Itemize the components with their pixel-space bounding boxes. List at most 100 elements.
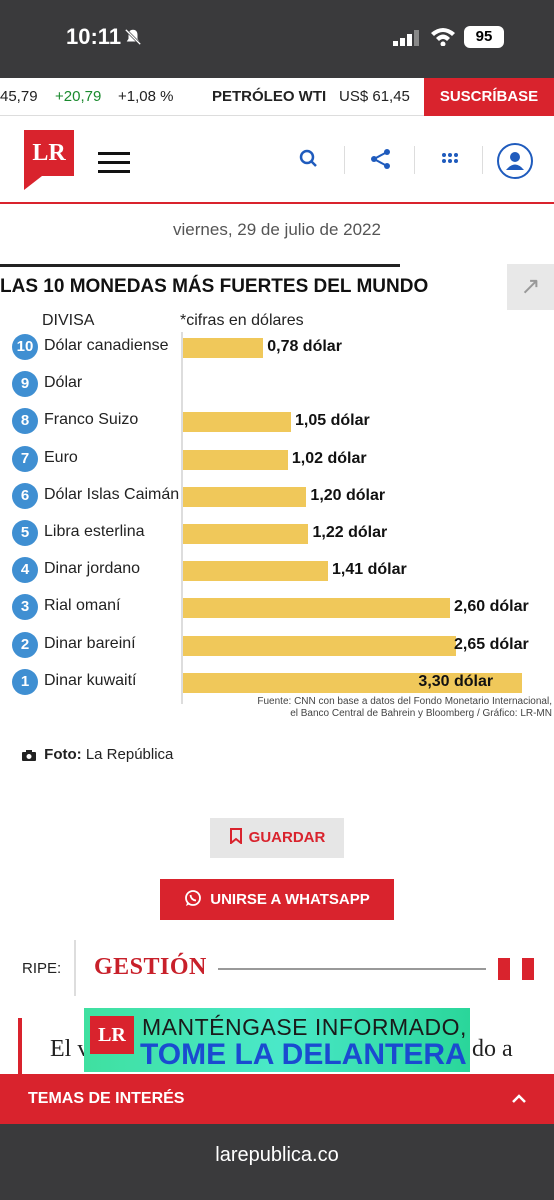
currency-name: Dinar kuwaití	[44, 671, 137, 689]
chart-bar	[183, 486, 307, 507]
rank-badge: 3	[12, 594, 38, 621]
status-time: 10:11	[66, 24, 122, 49]
user-account-icon[interactable]	[497, 143, 533, 179]
chart-source: Fuente: CNN con base a datos del Fondo M…	[257, 696, 552, 720]
site-header: LR	[0, 116, 554, 204]
currency-name: Rial omaní	[44, 597, 121, 615]
chevron-up-icon[interactable]	[510, 1090, 528, 1108]
bar-data-label: 1,41 dólar	[332, 561, 407, 579]
site-logo[interactable]: LR	[24, 130, 74, 176]
chart-bar	[183, 561, 329, 582]
chart-top-rule	[0, 264, 400, 267]
bar-data-label: 2,60 dólar	[454, 598, 529, 616]
header-divider	[482, 146, 483, 174]
whatsapp-join-button[interactable]: UNIRSE A WHATSAPP	[160, 879, 394, 920]
ticker-percent: +1,08 %	[118, 88, 174, 105]
signal-icon	[393, 30, 419, 46]
photo-credit-name: La República	[85, 746, 174, 763]
save-label: GUARDAR	[248, 829, 326, 846]
search-icon[interactable]	[296, 146, 322, 172]
article-date: viernes, 29 de julio de 2022	[173, 220, 381, 239]
article-text-end: do a	[472, 1036, 513, 1062]
chart-title: LAS 10 MONEDAS MÁS FUERTES DEL MUNDO	[0, 276, 429, 297]
battery-indicator: 95	[464, 26, 504, 48]
currency-name: Dólar	[44, 374, 83, 392]
column-header-divisa: DIVISA	[42, 312, 95, 329]
chart-source-line: el Banco Central de Bahrein y Bloomberg …	[290, 708, 552, 719]
whatsapp-icon	[185, 890, 202, 906]
promo-subheadline: TOME LA DELANTERA	[140, 1038, 467, 1071]
bar-data-label: 0,78 dólar	[267, 338, 342, 355]
whatsapp-label: UNIRSE A WHATSAPP	[210, 891, 370, 908]
bell-muted-icon	[124, 28, 142, 46]
ripe-label: RIPE:	[22, 960, 62, 977]
bar-data-label: 1,20 dólar	[310, 486, 386, 504]
gestion-logo[interactable]: GESTIÓN	[94, 954, 207, 980]
share-icon[interactable]	[368, 146, 394, 172]
currency-name: Libra esterlina	[44, 523, 145, 540]
chart-bar	[183, 635, 456, 656]
bar-data-label: 2,65 dólar	[454, 635, 529, 653]
currency-name: Dinar bareiní	[44, 634, 136, 652]
currency-name: Euro	[44, 448, 78, 466]
article-text-start: El v	[50, 1036, 90, 1062]
column-header-unit: *cifras en dólares	[180, 312, 304, 329]
topics-label: TEMAS DE INTERÉS	[28, 1090, 185, 1107]
url-field[interactable]: larepublica.co	[215, 1144, 339, 1166]
rank-badge: 8	[12, 408, 38, 435]
quote-bar	[18, 1018, 22, 1078]
peru-flag-icon	[498, 958, 534, 980]
rank-badge: 7	[12, 445, 38, 472]
bar-data-label: 1,05 dólar	[295, 412, 370, 430]
currency-name: Dólar Islas Caimán	[44, 485, 180, 503]
header-divider	[414, 146, 415, 174]
ticker-name: PETRÓLEO WTI	[212, 88, 327, 105]
market-ticker: 45,79 +20,79 +1,08 % PETRÓLEO WTI US$ 61…	[0, 78, 554, 116]
rank-badge: 4	[12, 557, 38, 584]
photo-label: Foto:	[44, 746, 82, 763]
chart-bar	[183, 598, 451, 619]
header-divider	[344, 146, 345, 174]
ticker-value: 45,79	[0, 88, 38, 105]
rank-badge: 5	[12, 520, 38, 546]
promo-headline: MANTÉNGASE INFORMADO,	[142, 1014, 467, 1040]
rank-badge: 1	[12, 668, 38, 695]
rank-badge: 10	[12, 334, 38, 360]
currency-name: Dólar canadiense	[44, 337, 169, 354]
rank-badge: 9	[12, 371, 38, 398]
expand-image-button[interactable]: ↗	[507, 264, 554, 310]
promo-logo: LR	[90, 1016, 134, 1054]
photo-credit: Foto: La República	[22, 746, 173, 763]
ticker-change: +20,79	[55, 88, 102, 105]
apps-grid-icon[interactable]	[437, 146, 463, 172]
chart-bar	[183, 338, 264, 358]
chart-bar	[183, 449, 288, 470]
subscribe-button[interactable]: SUSCRÍBASE	[424, 78, 554, 116]
partner-rule	[218, 968, 486, 970]
currency-chart: LAS 10 MONEDAS MÁS FUERTES DEL MUNDO ↗ D…	[0, 262, 554, 722]
promo-banner[interactable]: LR MANTÉNGASE INFORMADO, TOME LA DELANTE…	[84, 1008, 470, 1072]
camera-icon	[22, 749, 36, 761]
rank-badge: 2	[12, 631, 38, 658]
currency-name: Franco Suizo	[44, 411, 139, 429]
chart-bar	[183, 672, 523, 693]
wifi-icon	[431, 28, 455, 46]
topics-bar[interactable]: TEMAS DE INTERÉS	[0, 1074, 554, 1124]
logo-tail	[24, 176, 42, 190]
rank-badge: 6	[12, 482, 38, 509]
status-bar: 10:11 95	[0, 0, 554, 78]
chart-axis	[181, 332, 183, 704]
ripe-divider	[74, 940, 76, 996]
chart-bar	[183, 412, 291, 433]
browser-bar: larepublica.co	[0, 1124, 554, 1200]
bar-data-label: 1,02 dólar	[291, 449, 367, 467]
chart-bar	[183, 524, 309, 544]
bar-data-label: 3,30 dólar	[418, 672, 494, 690]
bar-data-label: 1,22 dólar	[312, 524, 388, 541]
save-button[interactable]: GUARDAR	[210, 818, 344, 858]
hamburger-menu-icon[interactable]	[98, 152, 130, 173]
bookmark-icon	[229, 828, 242, 846]
currency-name: Dinar jordano	[44, 560, 141, 578]
chart-source-line: Fuente: CNN con base a datos del Fondo M…	[257, 696, 552, 707]
ticker-price: US$ 61,45	[339, 88, 410, 105]
